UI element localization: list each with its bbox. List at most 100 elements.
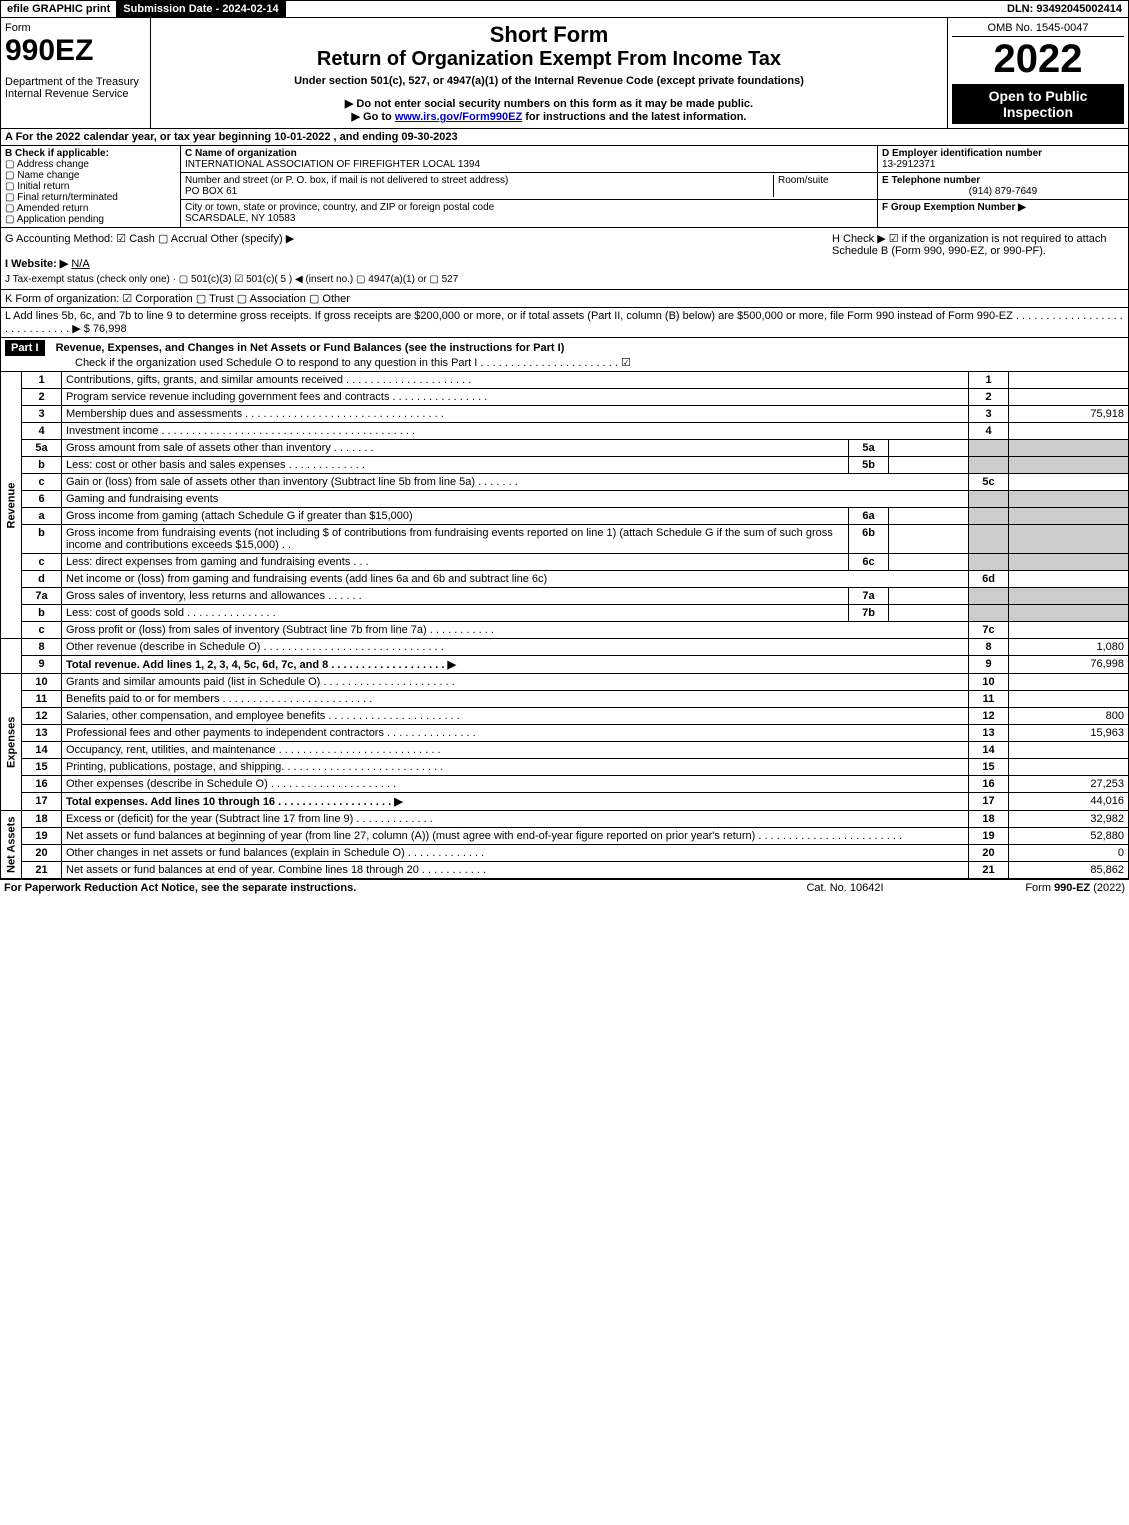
- org-city: SCARSDALE, NY 10583: [185, 213, 295, 224]
- top-bar: efile GRAPHIC print Submission Date - 20…: [0, 0, 1129, 18]
- note-goto-pre: ▶ Go to: [352, 111, 395, 123]
- org-name: INTERNATIONAL ASSOCIATION OF FIREFIGHTER…: [185, 159, 480, 170]
- l10-num: 10: [22, 674, 62, 691]
- l7b-text: Less: cost of goods sold . . . . . . . .…: [62, 605, 849, 622]
- l4-r: 4: [969, 423, 1009, 440]
- l15-text: Printing, publications, postage, and shi…: [62, 759, 969, 776]
- l4-num: 4: [22, 423, 62, 440]
- l12-num: 12: [22, 708, 62, 725]
- l8-r: 8: [969, 639, 1009, 656]
- l18-text: Excess or (deficit) for the year (Subtra…: [62, 811, 969, 828]
- footer-formref: Form 990-EZ (2022): [945, 882, 1125, 894]
- l17-r: 17: [969, 793, 1009, 811]
- l17-text: Total expenses. Add lines 10 through 16 …: [62, 793, 969, 811]
- phone-value: (914) 879-7649: [882, 186, 1124, 197]
- l5a-text: Gross amount from sale of assets other t…: [62, 440, 849, 457]
- l7c-amt: [1009, 622, 1129, 639]
- note-goto: ▶ Go to www.irs.gov/Form990EZ for instru…: [155, 110, 943, 123]
- l7a-s: 7a: [849, 588, 889, 605]
- header-left: Form 990EZ Department of the Treasury In…: [1, 18, 151, 128]
- l6-num: 6: [22, 491, 62, 508]
- l17-num: 17: [22, 793, 62, 811]
- l20-num: 20: [22, 845, 62, 862]
- l12-amt: 800: [1009, 708, 1129, 725]
- l15-r: 15: [969, 759, 1009, 776]
- efile-print-button[interactable]: efile GRAPHIC print: [1, 1, 117, 17]
- part1-badge: Part I: [5, 340, 45, 356]
- section-gh: G Accounting Method: ☑ Cash ▢ Accrual Ot…: [0, 228, 1129, 290]
- netassets-vlabel: Net Assets: [1, 811, 22, 879]
- l6b-num: b: [22, 525, 62, 554]
- l3-amt: 75,918: [1009, 406, 1129, 423]
- l21-amt: 85,862: [1009, 862, 1129, 879]
- omb-label: OMB No. 1545-0047: [952, 22, 1124, 37]
- l6d-r: 6d: [969, 571, 1009, 588]
- l5c-amt: [1009, 474, 1129, 491]
- l14-num: 14: [22, 742, 62, 759]
- l6c-s: 6c: [849, 554, 889, 571]
- l11-text: Benefits paid to or for members . . . . …: [62, 691, 969, 708]
- l19-text: Net assets or fund balances at beginning…: [62, 828, 969, 845]
- l19-r: 19: [969, 828, 1009, 845]
- l15-amt: [1009, 759, 1129, 776]
- footer-left: For Paperwork Reduction Act Notice, see …: [4, 882, 745, 894]
- part1-title: Revenue, Expenses, and Changes in Net As…: [56, 342, 565, 354]
- c-name-label: C Name of organization: [185, 148, 297, 159]
- l16-text: Other expenses (describe in Schedule O) …: [62, 776, 969, 793]
- org-street: PO BOX 61: [185, 186, 237, 197]
- b-name-change[interactable]: ▢ Name change: [5, 170, 176, 181]
- l2-text: Program service revenue including govern…: [62, 389, 969, 406]
- l6c-num: c: [22, 554, 62, 571]
- submission-date-label: Submission Date - 2024-02-14: [117, 1, 285, 17]
- footer-catno: Cat. No. 10642I: [745, 882, 945, 894]
- dln-label: DLN: 93492045002414: [1001, 1, 1128, 17]
- l9-num: 9: [22, 656, 62, 674]
- l13-r: 13: [969, 725, 1009, 742]
- b-application-pending[interactable]: ▢ Application pending: [5, 214, 176, 225]
- l14-r: 14: [969, 742, 1009, 759]
- l7b-s: 7b: [849, 605, 889, 622]
- irs-link[interactable]: www.irs.gov/Form990EZ: [395, 111, 522, 123]
- l10-r: 10: [969, 674, 1009, 691]
- l1-amt: [1009, 372, 1129, 389]
- l21-text: Net assets or fund balances at end of ye…: [62, 862, 969, 879]
- revenue-vlabel: Revenue: [1, 372, 22, 639]
- l5a-rs: [969, 440, 1009, 457]
- l18-num: 18: [22, 811, 62, 828]
- l18-r: 18: [969, 811, 1009, 828]
- l5a-s: 5a: [849, 440, 889, 457]
- expenses-vlabel: Expenses: [1, 674, 22, 811]
- l9-text: Total revenue. Add lines 1, 2, 3, 4, 5c,…: [62, 656, 969, 674]
- section-k: K Form of organization: ☑ Corporation ▢ …: [0, 290, 1129, 308]
- l20-amt: 0: [1009, 845, 1129, 862]
- e-label: E Telephone number: [882, 175, 980, 186]
- b-label: B Check if applicable:: [5, 148, 176, 159]
- b-final-return[interactable]: ▢ Final return/terminated: [5, 192, 176, 203]
- l9-r: 9: [969, 656, 1009, 674]
- l10-text: Grants and similar amounts paid (list in…: [62, 674, 969, 691]
- form-label: Form: [5, 22, 146, 34]
- l10-amt: [1009, 674, 1129, 691]
- l7a-num: 7a: [22, 588, 62, 605]
- b-amended-return[interactable]: ▢ Amended return: [5, 203, 176, 214]
- l5c-num: c: [22, 474, 62, 491]
- section-b: B Check if applicable: ▢ Address change …: [1, 146, 181, 227]
- d-label: D Employer identification number: [882, 148, 1042, 159]
- l5c-text: Gain or (loss) from sale of assets other…: [62, 474, 969, 491]
- l8-num: 8: [22, 639, 62, 656]
- l20-r: 20: [969, 845, 1009, 862]
- b-address-change[interactable]: ▢ Address change: [5, 159, 176, 170]
- section-bcdef: B Check if applicable: ▢ Address change …: [0, 146, 1129, 228]
- l14-text: Occupancy, rent, utilities, and maintena…: [62, 742, 969, 759]
- l6b-text: Gross income from fundraising events (no…: [62, 525, 849, 554]
- l5b-text: Less: cost or other basis and sales expe…: [62, 457, 849, 474]
- l15-num: 15: [22, 759, 62, 776]
- title-return: Return of Organization Exempt From Incom…: [155, 48, 943, 71]
- b-initial-return[interactable]: ▢ Initial return: [5, 181, 176, 192]
- f-label: F Group Exemption Number ▶: [882, 202, 1026, 213]
- part1-check: Check if the organization used Schedule …: [75, 357, 631, 369]
- l5b-sa: [889, 457, 969, 474]
- c-city-label: City or town, state or province, country…: [185, 202, 494, 213]
- l16-r: 16: [969, 776, 1009, 793]
- l7c-num: c: [22, 622, 62, 639]
